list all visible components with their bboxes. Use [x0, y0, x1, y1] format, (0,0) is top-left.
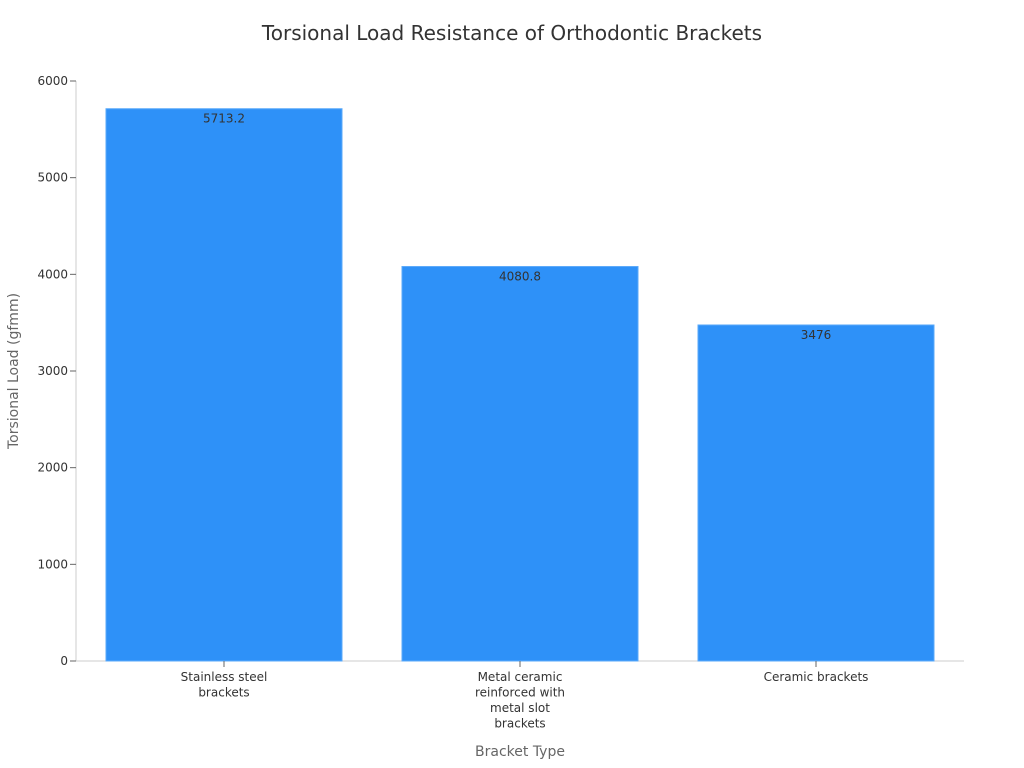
x-tick-label: Ceramic brackets: [764, 670, 869, 684]
bar-value-label: 4080.8: [499, 270, 541, 284]
y-tick-label: 5000: [37, 171, 68, 185]
bar: [401, 266, 639, 662]
y-tick-label: 1000: [37, 557, 68, 571]
x-tick-label: Metal ceramic reinforced with metal slot br…: [475, 670, 565, 731]
x-axis-title: Bracket Type: [475, 744, 565, 760]
bars: 5713.2 4080.8 3476: [105, 108, 935, 662]
bar-value-label: 5713.2: [203, 112, 245, 126]
chart-title: Torsional Load Resistance of Orthodontic…: [261, 21, 762, 45]
bar: [697, 324, 935, 662]
y-tick-label: 2000: [37, 461, 68, 475]
y-tick-label: 6000: [37, 74, 68, 88]
y-tick-label: 4000: [37, 267, 68, 281]
bar-value-label: 3476: [801, 328, 832, 342]
y-tick-label: 3000: [37, 364, 68, 378]
y-tick-label: 0: [60, 654, 68, 668]
x-tick-label: Stainless steel brackets: [181, 670, 268, 700]
x-tick-labels: Stainless steel brackets Metal ceramic rein…: [181, 661, 869, 731]
y-axis-title: Torsional Load (gfmm): [6, 293, 22, 450]
bar: [105, 108, 343, 662]
y-axis: 0 1000 2000 3000 4000 5000 6000: [37, 74, 77, 668]
